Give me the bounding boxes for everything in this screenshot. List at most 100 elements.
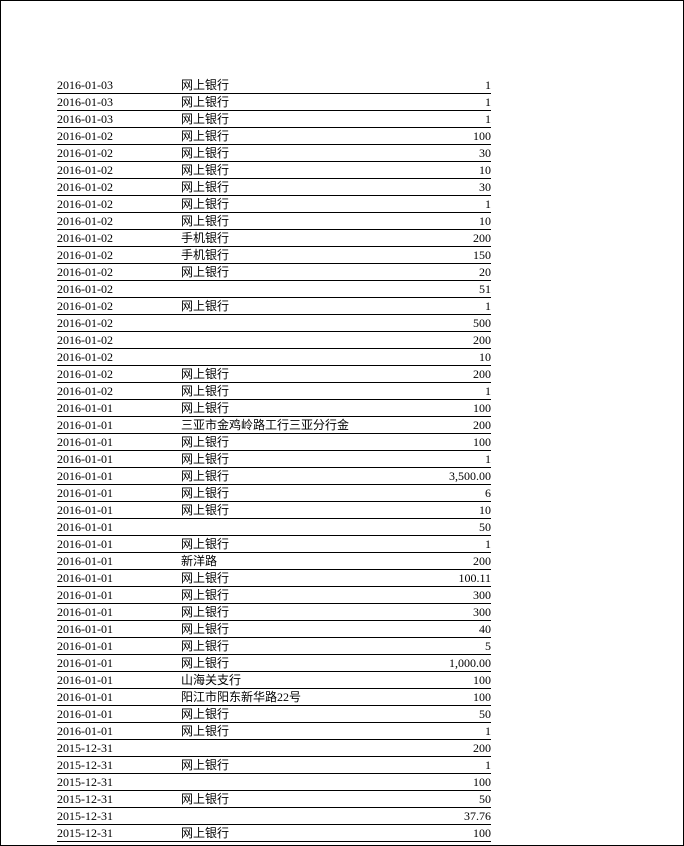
cell-amount: 1: [383, 451, 491, 468]
cell-spacer: [491, 162, 627, 179]
cell-amount: 10: [383, 502, 491, 519]
cell-desc: 网上银行: [181, 587, 383, 604]
cell-desc: 网上银行: [181, 638, 383, 655]
table-row: 2016-01-01网上银行100.11: [57, 570, 627, 587]
cell-spacer: [491, 587, 627, 604]
cell-amount: 1: [383, 94, 491, 111]
cell-amount: 100.11: [383, 570, 491, 587]
table-row: 2016-01-02 200: [57, 332, 627, 349]
cell-date: 2016-01-02: [57, 315, 181, 332]
table-row: 2016-01-01网上银行100: [57, 400, 627, 417]
cell-spacer: [491, 621, 627, 638]
cell-amount: 1: [383, 536, 491, 553]
cell-amount: 1: [383, 298, 491, 315]
cell-desc: 网上银行: [181, 757, 383, 774]
cell-amount: 6: [383, 485, 491, 502]
cell-date: 2016-01-01: [57, 485, 181, 502]
cell-amount: 200: [383, 332, 491, 349]
cell-date: 2015-12-31: [57, 825, 181, 842]
cell-desc: [181, 519, 383, 536]
cell-desc: 网上银行: [181, 264, 383, 281]
cell-date: 2016-01-01: [57, 434, 181, 451]
cell-desc: 网上银行: [181, 791, 383, 808]
cell-spacer: [491, 638, 627, 655]
cell-desc: 网上银行: [181, 451, 383, 468]
table-row: 2016-01-02网上银行1: [57, 383, 627, 400]
cell-spacer: [491, 417, 627, 434]
cell-spacer: [491, 77, 627, 94]
cell-spacer: [491, 298, 627, 315]
cell-amount: 10: [383, 349, 491, 366]
cell-desc: 网上银行: [181, 213, 383, 230]
cell-date: 2016-01-02: [57, 230, 181, 247]
table-row: 2016-01-01网上银行40: [57, 621, 627, 638]
table-row: 2016-01-0210: [57, 349, 627, 366]
cell-amount: 1: [383, 723, 491, 740]
cell-desc: 新洋路: [181, 553, 383, 570]
cell-desc: 网上银行: [181, 162, 383, 179]
cell-desc: 手机银行: [181, 247, 383, 264]
cell-amount: 200: [383, 553, 491, 570]
cell-desc: 网上银行: [181, 77, 383, 94]
cell-amount: 150: [383, 247, 491, 264]
cell-spacer: [491, 808, 627, 825]
cell-desc: 网上银行: [181, 179, 383, 196]
cell-desc: 山海关支行: [181, 672, 383, 689]
cell-desc: 网上银行: [181, 723, 383, 740]
table-row: 2016-01-01网上银行10: [57, 502, 627, 519]
cell-desc: [181, 740, 383, 757]
cell-date: 2015-12-31: [57, 808, 181, 825]
cell-date: 2016-01-01: [57, 417, 181, 434]
cell-date: 2016-01-03: [57, 77, 181, 94]
table-row: 2016-01-03网上银行1: [57, 94, 627, 111]
table-row: 2015-12-31网上银行50: [57, 791, 627, 808]
table-row: 2016-01-02手机银行200: [57, 230, 627, 247]
cell-spacer: [491, 485, 627, 502]
cell-amount: 300: [383, 587, 491, 604]
cell-date: 2016-01-01: [57, 536, 181, 553]
table-body: 2016-01-03网上银行12016-01-03网上银行12016-01-03…: [57, 77, 627, 842]
cell-date: 2016-01-02: [57, 145, 181, 162]
cell-amount: 500: [383, 315, 491, 332]
table-row: 2016-01-01网上银行3,500.00: [57, 468, 627, 485]
cell-date: 2015-12-31: [57, 791, 181, 808]
table-row: 2016-01-02网上银行1: [57, 298, 627, 315]
cell-spacer: [491, 706, 627, 723]
cell-desc: 网上银行: [181, 400, 383, 417]
cell-spacer: [491, 400, 627, 417]
cell-desc: 网上银行: [181, 111, 383, 128]
cell-date: 2016-01-02: [57, 162, 181, 179]
cell-date: 2016-01-01: [57, 519, 181, 536]
cell-date: 2016-01-02: [57, 383, 181, 400]
cell-amount: 1: [383, 111, 491, 128]
cell-date: 2016-01-02: [57, 366, 181, 383]
cell-amount: 1: [383, 757, 491, 774]
cell-spacer: [491, 94, 627, 111]
cell-desc: 网上银行: [181, 655, 383, 672]
cell-date: 2016-01-02: [57, 264, 181, 281]
cell-desc: 网上银行: [181, 298, 383, 315]
cell-date: 2016-01-01: [57, 553, 181, 570]
table-row: 2016-01-02 500: [57, 315, 627, 332]
table-row: 2016-01-01网上银行1,000.00: [57, 655, 627, 672]
table-row: 2016-01-01网上银行1: [57, 536, 627, 553]
table-row: 2016-01-01网上银行1: [57, 723, 627, 740]
table-row: 2016-01-0150: [57, 519, 627, 536]
cell-date: 2016-01-03: [57, 111, 181, 128]
cell-desc: [181, 349, 383, 366]
cell-date: 2016-01-01: [57, 451, 181, 468]
cell-spacer: [491, 247, 627, 264]
cell-spacer: [491, 332, 627, 349]
cell-desc: 网上银行: [181, 366, 383, 383]
table-row: 2016-01-02网上银行30: [57, 179, 627, 196]
cell-spacer: [491, 111, 627, 128]
cell-spacer: [491, 740, 627, 757]
table-row: 2016-01-01网上银行50: [57, 706, 627, 723]
table-row: 2016-01-01网上银行5: [57, 638, 627, 655]
cell-date: 2016-01-02: [57, 128, 181, 145]
cell-date: 2016-01-02: [57, 332, 181, 349]
cell-date: 2016-01-02: [57, 196, 181, 213]
cell-amount: 200: [383, 417, 491, 434]
cell-desc: 网上银行: [181, 604, 383, 621]
cell-amount: 200: [383, 366, 491, 383]
